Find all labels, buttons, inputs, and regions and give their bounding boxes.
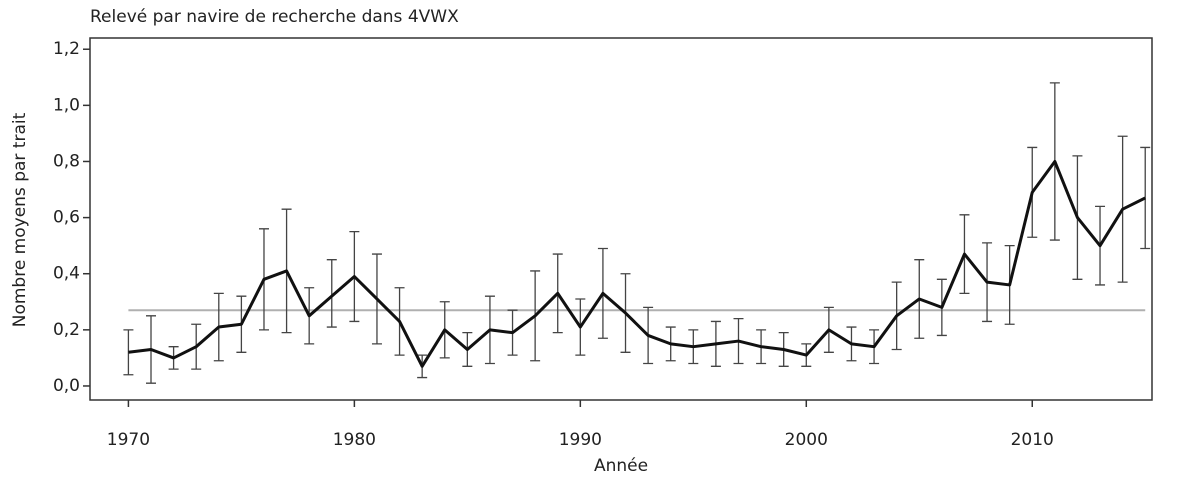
y-tick-label: 0,2 — [53, 320, 80, 340]
x-tick-label: 2010 — [1011, 430, 1054, 450]
y-tick-label: 0,4 — [53, 264, 80, 284]
y-axis-label: Nombre moyens par trait — [10, 112, 30, 327]
y-tick-label: 0,8 — [53, 151, 80, 171]
x-tick-label: 1970 — [107, 430, 150, 450]
plot-frame — [89, 37, 1153, 401]
y-tick-label: 1,0 — [53, 95, 80, 115]
error-bar — [326, 259, 337, 328]
x-tick-label: 1980 — [333, 430, 376, 450]
x-tick-label: 1990 — [559, 430, 602, 450]
x-axis-label: Année — [594, 456, 648, 476]
y-tick-label: 0,0 — [53, 376, 80, 396]
y-tick-label: 0,6 — [53, 208, 80, 228]
x-tick-label: 2000 — [785, 430, 828, 450]
y-tick-label: 1,2 — [53, 39, 80, 59]
chart-title: Relevé par navire de recherche dans 4VWX — [90, 7, 459, 27]
data-line — [128, 159, 1146, 368]
